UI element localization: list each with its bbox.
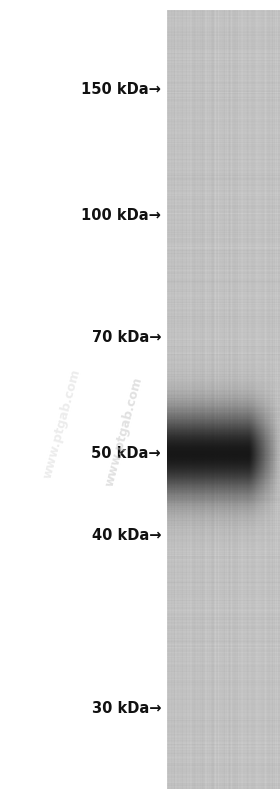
Text: 30 kDa→: 30 kDa→ [92,702,161,716]
Text: 50 kDa→: 50 kDa→ [91,447,161,461]
Text: 100 kDa→: 100 kDa→ [81,209,161,223]
Text: 40 kDa→: 40 kDa→ [92,528,161,543]
Text: 70 kDa→: 70 kDa→ [92,330,161,344]
Text: www.ptgab.com: www.ptgab.com [103,376,145,487]
Text: www.ptgab.com: www.ptgab.com [41,368,83,479]
Text: 150 kDa→: 150 kDa→ [81,82,161,97]
